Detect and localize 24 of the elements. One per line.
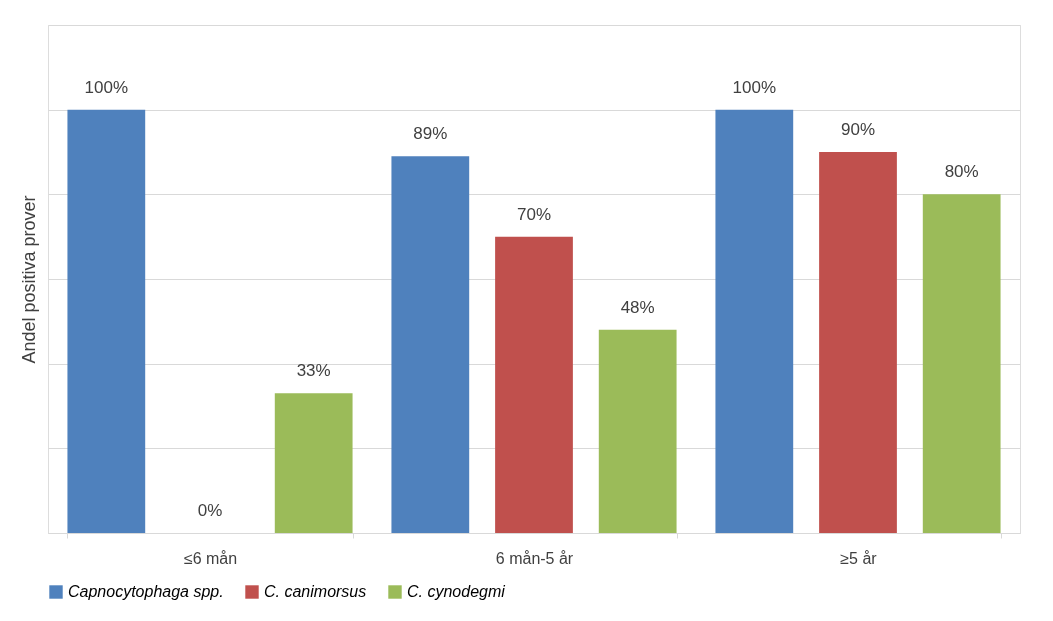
data-label: 33% (296, 361, 331, 381)
data-label: 48% (620, 297, 655, 317)
bar (598, 329, 677, 533)
data-label: 0% (197, 501, 223, 520)
bar (391, 156, 470, 533)
y-axis-title: Andel positiva prover (18, 195, 39, 364)
data-label: 70% (516, 204, 552, 224)
data-label: 89% (413, 124, 448, 144)
legend-label: C. canimorsus (264, 583, 367, 600)
legend-label: Capnocytophaga spp. (68, 583, 224, 600)
x-tick-label: ≤6 mån (183, 549, 238, 567)
bar (922, 194, 1001, 533)
bar (495, 236, 573, 533)
data-label: 100% (732, 77, 777, 97)
bar (819, 152, 897, 533)
legend-label: C. cynodegmi (407, 583, 506, 600)
data-label: 90% (840, 120, 876, 139)
bar (715, 109, 794, 533)
bar (67, 109, 146, 533)
data-label: 100% (84, 77, 129, 97)
x-tick-label: ≥5 år (840, 549, 878, 567)
x-tick-label: 6 mån-5 år (495, 549, 574, 567)
data-label: 80% (944, 162, 979, 182)
bar (274, 393, 353, 533)
